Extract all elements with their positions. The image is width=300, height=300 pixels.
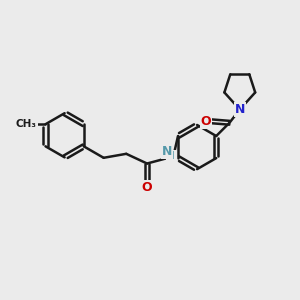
Text: N: N [162,145,172,158]
Text: H: H [166,151,175,161]
Text: CH₃: CH₃ [16,119,37,129]
Text: O: O [201,115,211,128]
Text: N: N [235,103,245,116]
Text: O: O [142,181,152,194]
